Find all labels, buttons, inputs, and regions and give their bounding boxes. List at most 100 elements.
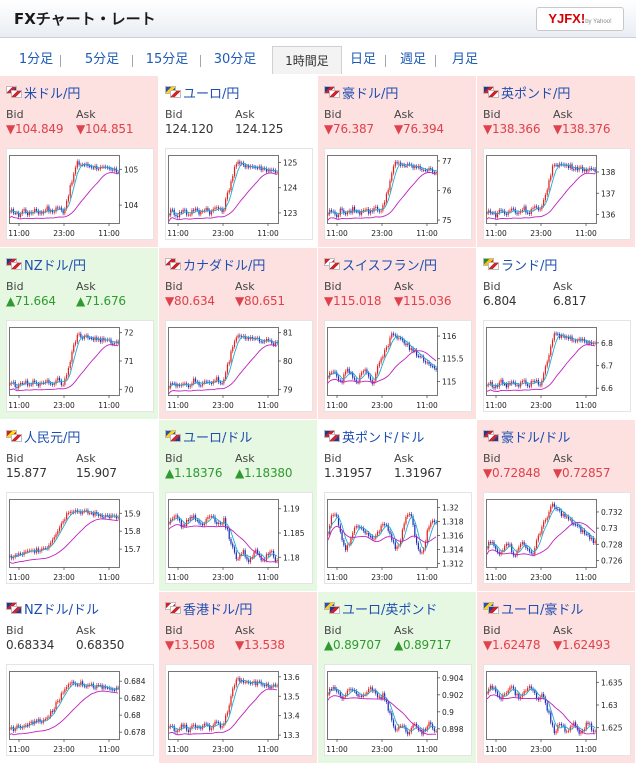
candle xyxy=(394,162,396,167)
pair-link[interactable]: 人民元/円 xyxy=(6,427,80,446)
rate-chart[interactable]: 1.19 1.185 1.18 11:00 23:00 11:00 xyxy=(165,492,313,584)
candle xyxy=(339,692,341,697)
pair-link[interactable]: NZドル/円 xyxy=(6,255,86,274)
candle xyxy=(64,208,66,214)
candle xyxy=(253,166,255,168)
candle xyxy=(262,559,264,561)
rate-chart[interactable]: 77 76 75 11:00 23:00 11:00 xyxy=(324,148,472,240)
rate-chart[interactable]: 105 104 11:00 23:00 11:00 xyxy=(6,148,154,240)
rate-chart[interactable]: 125 124 123 11:00 23:00 11:00 xyxy=(165,148,313,240)
pair-link[interactable]: 英ポンド/ドル xyxy=(324,427,424,446)
candle xyxy=(343,210,345,214)
candle xyxy=(178,518,181,521)
pair-link[interactable]: ユーロ/豪ドル xyxy=(483,599,583,618)
ma-short-line xyxy=(9,510,119,558)
candle xyxy=(576,524,578,526)
x-tick-label: 11:00 xyxy=(257,745,279,754)
candle xyxy=(334,211,336,215)
pair-name: ランド/円 xyxy=(501,259,558,274)
candlestick-chart: 72 71 70 11:00 23:00 11:00 xyxy=(8,327,134,410)
candle xyxy=(385,193,388,202)
pair-link[interactable]: NZドル/ドル xyxy=(6,599,99,618)
candle xyxy=(25,724,27,726)
candle xyxy=(210,211,213,215)
tab-1[interactable]: 1分足 xyxy=(18,52,54,67)
candle xyxy=(177,216,179,218)
y-tick-label: 81 xyxy=(283,329,293,338)
yjfx-logo[interactable]: YJFX!by Yahoo! xyxy=(536,7,624,31)
rate-chart[interactable]: 81 80 79 11:00 23:00 11:00 xyxy=(165,320,313,412)
candle xyxy=(543,373,545,381)
rate-chart[interactable]: 72 71 70 11:00 23:00 11:00 xyxy=(6,320,154,412)
candle xyxy=(500,552,502,555)
rate-chart[interactable]: 0.684 0.682 0.68 0.678 11:00 23:00 11:00 xyxy=(6,664,154,756)
candle xyxy=(412,165,414,169)
pair-link[interactable]: カナダドル/円 xyxy=(165,255,265,274)
tab-8[interactable]: 月足 xyxy=(451,52,478,67)
candle xyxy=(512,381,515,383)
candle xyxy=(330,210,333,212)
tab-7[interactable]: 週足 xyxy=(399,52,426,67)
bid-label: Bid xyxy=(483,624,501,637)
candle xyxy=(392,166,395,174)
ask-label: Ask xyxy=(76,452,96,465)
candle xyxy=(516,693,518,696)
candle xyxy=(232,346,234,352)
pair-name: 豪ドル/ドル xyxy=(501,431,571,446)
pair-link[interactable]: スイスフラン/円 xyxy=(324,255,437,274)
candle xyxy=(332,371,334,373)
rate-chart[interactable]: 13.6 13.5 13.4 13.3 11:00 23:00 11:00 xyxy=(165,664,313,756)
candle xyxy=(28,550,31,552)
ask-value: 0.68350 xyxy=(76,638,125,652)
tab-4[interactable]: 30分足 xyxy=(213,52,257,67)
candle xyxy=(548,511,550,518)
candle xyxy=(239,554,241,559)
pair-link[interactable]: 英ポンド/円 xyxy=(483,83,570,102)
rate-chart[interactable]: 15.9 15.8 15.7 11:00 23:00 11:00 xyxy=(6,492,154,584)
candle xyxy=(27,550,29,552)
candle xyxy=(191,209,193,215)
candle xyxy=(248,165,250,168)
candle xyxy=(496,212,499,218)
rate-chart[interactable]: 1.635 1.63 1.625 11:00 23:00 11:00 xyxy=(483,664,631,756)
candle xyxy=(194,724,197,729)
pair-link[interactable]: ユーロ/英ポンド xyxy=(324,599,437,618)
candle xyxy=(500,209,502,211)
pair-link[interactable]: 豪ドル/ドル xyxy=(483,427,570,446)
candle xyxy=(235,552,237,560)
pair-link[interactable]: 香港ドル/円 xyxy=(165,599,252,618)
pair-link[interactable]: 豪ドル/円 xyxy=(324,83,398,102)
bid-label: Bid xyxy=(165,108,183,121)
candle xyxy=(391,713,393,721)
candle xyxy=(53,709,55,713)
candle xyxy=(57,377,59,381)
candle xyxy=(400,540,402,546)
candle xyxy=(76,510,78,512)
y-tick-label: 105 xyxy=(124,165,139,174)
rate-chart[interactable]: 1.32 1.318 1.316 1.314 1.312 11:00 23:00 11:00 xyxy=(324,492,472,584)
pair-link[interactable]: ユーロ/ドル xyxy=(165,427,252,446)
rate-chart[interactable]: 116 115.5 115 11:00 23:00 11:00 xyxy=(324,320,472,412)
candle xyxy=(546,517,548,520)
candle xyxy=(248,681,250,683)
pair-link[interactable]: ランド/円 xyxy=(483,255,557,274)
tab-5[interactable]: 1時間足 xyxy=(272,46,342,74)
rate-chart[interactable]: 0.904 0.902 0.9 0.898 11:00 23:00 11:00 xyxy=(324,664,472,756)
candle xyxy=(426,362,428,364)
pair-link[interactable]: ユーロ/円 xyxy=(165,83,239,102)
rate-chart[interactable]: 0.732 0.73 0.728 0.726 11:00 23:00 11:00 xyxy=(483,492,631,584)
candle xyxy=(25,380,27,384)
rate-chart[interactable]: 138 137 136 11:00 23:00 11:00 xyxy=(483,148,631,240)
x-tick-label: 11:00 xyxy=(485,229,507,238)
tab-6[interactable]: 日足 xyxy=(349,52,376,67)
ma-long-line xyxy=(168,524,278,563)
y-tick-label: 1.635 xyxy=(601,678,623,687)
tab-2[interactable]: 5分足 xyxy=(84,52,120,67)
rate-chart[interactable]: 6.8 6.7 6.6 11:00 23:00 11:00 xyxy=(483,320,631,412)
candle xyxy=(168,727,170,729)
candle xyxy=(528,386,531,388)
candle xyxy=(34,380,36,383)
candle xyxy=(209,516,211,518)
pair-link[interactable]: 米ドル/円 xyxy=(6,83,80,102)
tab-3[interactable]: 15分足 xyxy=(145,52,189,67)
